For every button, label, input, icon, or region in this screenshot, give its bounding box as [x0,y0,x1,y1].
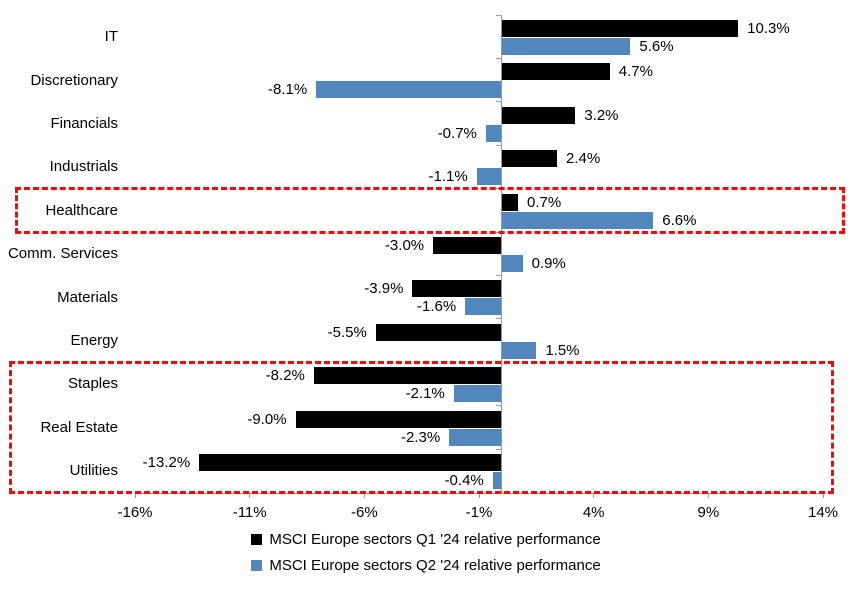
q2-bar [501,211,654,229]
x-axis-tick [249,492,251,498]
category-label-energy: Energy [70,332,118,350]
legend-label-q1: MSCI Europe sectors Q1 '24 relative perf… [269,531,601,548]
q2-value-label: -1.6% [417,298,457,316]
y-axis-tick [495,405,502,407]
q2-bar [501,38,631,55]
y-axis-tick [495,274,502,276]
x-axis-tick-label: -11% [232,504,267,521]
category-label-materials: Materials [57,288,118,306]
category-label-discretionary: Discretionary [30,71,118,89]
legend-marker-q1-icon [251,534,263,545]
q1-value-label: -3.9% [364,280,404,298]
q1-bar [433,237,502,255]
q1-value-label: -8.2% [265,367,305,385]
category-label-it: IT [104,28,118,46]
q1-bar [501,63,610,81]
q2-value-label: 0.9% [531,255,566,273]
x-axis-tick-label: 9% [697,504,720,521]
q1-bar [501,106,576,124]
q1-bar [501,150,557,168]
category-label-comm-services: Comm. Services [7,245,118,263]
q2-value-label: 1.5% [545,341,580,359]
q1-bar [501,193,518,211]
q1-bar [501,20,739,37]
q1-value-label: 0.7% [526,193,562,211]
category-label-healthcare: Healthcare [45,201,118,219]
q2-value-label: -0.4% [444,472,484,490]
y-axis-tick [495,188,502,190]
q1-value-label: -5.5% [327,323,367,341]
q2-value-label: -1.1% [428,168,468,186]
y-axis-tick [495,144,502,146]
legend-marker-q2-icon [251,560,263,571]
q1-value-label: 3.2% [584,106,619,124]
q2-value-label: -2.1% [405,385,445,403]
x-axis-tick [363,492,365,498]
x-axis-tick [707,492,709,498]
q2-value-label: -2.3% [400,428,441,446]
q2-bar [476,168,502,186]
q2-value-label: 6.6% [662,211,697,229]
q2-value-label: -0.7% [437,124,477,142]
y-axis-line [501,15,503,493]
y-axis-tick [495,14,502,16]
q2-bar [316,81,502,99]
q1-value-label: 10.3% [747,20,790,37]
q1-bar [412,280,502,298]
legend-label-q2: MSCI Europe sectors Q2 '24 relative perf… [269,557,601,574]
q2-bar [465,298,502,316]
legend-item-q1: MSCI Europe sectors Q1 '24 relative perf… [251,531,601,548]
q2-bar [501,255,523,273]
q1-bar [313,367,502,385]
y-axis-tick [495,101,502,103]
category-label-industrials: Industrials [49,158,118,176]
q2-value-label: 5.6% [639,38,674,55]
q1-value-label: 4.7% [618,63,653,81]
q1-value-label: 2.4% [565,150,601,168]
category-label-financials: Financials [50,115,118,133]
x-axis-tick [593,492,595,498]
q1-bar [199,454,502,472]
q1-bar [375,323,502,341]
q1-value-label: -13.2% [142,454,191,472]
legend-item-q2: MSCI Europe sectors Q2 '24 relative perf… [251,557,601,574]
x-axis-tick [478,492,480,498]
y-axis-tick [495,318,502,320]
q1-value-label: -9.0% [247,410,287,428]
x-axis-tick-label: -6% [350,504,378,521]
q2-bar [449,428,502,446]
y-axis-tick [495,361,502,363]
q2-value-label: -8.1% [267,81,308,99]
x-axis-tick-label: 4% [582,504,605,521]
x-axis-tick-label: -16% [117,504,153,521]
q2-bar [485,124,502,142]
q2-bar [501,341,537,359]
x-axis-tick-label: -1% [465,504,493,521]
chart-legend: MSCI Europe sectors Q1 '24 relative perf… [0,531,852,574]
y-axis-tick [495,448,502,450]
category-label-utilities: Utilities [69,462,118,480]
q2-bar [492,472,502,490]
q1-value-label: -3.0% [384,237,425,255]
healthcare-highlight [15,187,845,234]
y-axis-tick [495,231,502,233]
y-axis-tick [495,57,502,59]
x-axis-tick-label: 14% [807,504,839,521]
category-label-staples: Staples [67,375,118,393]
category-label-real-estate: Real Estate [40,418,118,436]
q2-bar [453,385,502,403]
x-axis-tick [822,492,824,498]
q1-bar [295,410,502,428]
x-axis-tick [134,492,136,498]
